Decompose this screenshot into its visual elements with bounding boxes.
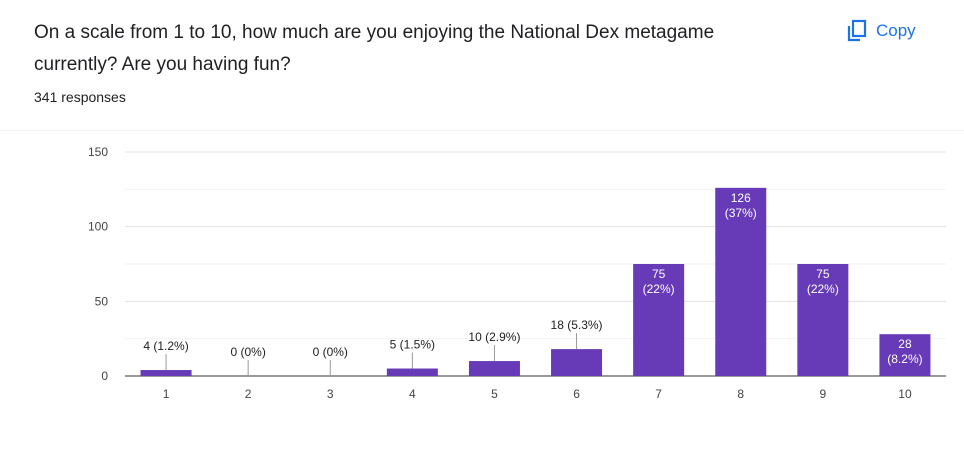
y-tick-label: 150 xyxy=(88,145,108,159)
data-label: 10 (2.9%) xyxy=(468,330,520,344)
data-label: 0 (0%) xyxy=(230,345,265,359)
bar-chart: 0 50 100 150 1 4 (1.2%) 2 0 (0%) 3 0 (0%) 4 5 (1.5%… xyxy=(88,145,946,401)
question-title: On a scale from 1 to 10, how much are yo… xyxy=(34,22,715,75)
response-count: 341 responses xyxy=(34,89,126,105)
bar xyxy=(797,264,849,376)
y-tick-label: 100 xyxy=(88,220,108,234)
chart-area: 0 50 100 150 1 4 (1.2%) 2 0 (0%) 3 0 (0%) 4 5 (1.5%… xyxy=(0,130,964,454)
x-tick-label: 2 xyxy=(245,387,252,401)
x-tick-label: 6 xyxy=(573,387,580,401)
y-tick-label: 50 xyxy=(95,294,109,308)
copy-label: Copy xyxy=(876,21,916,40)
data-label: 126 (37%) xyxy=(725,191,757,220)
data-label: 18 (5.3%) xyxy=(551,318,603,332)
data-label: 4 (1.2%) xyxy=(143,339,188,353)
bar xyxy=(468,361,520,376)
copy-icon xyxy=(846,19,868,43)
bar xyxy=(386,368,438,376)
copy-button[interactable]: Copy xyxy=(840,14,922,48)
data-label: 75 (22%) xyxy=(643,267,675,296)
x-tick-label: 7 xyxy=(655,387,662,401)
bar xyxy=(633,264,685,376)
x-tick-label: 4 xyxy=(409,387,416,401)
data-label: 5 (1.5%) xyxy=(390,338,435,352)
bar xyxy=(551,349,603,376)
data-label: 75 (22%) xyxy=(807,267,839,296)
y-tick-label: 0 xyxy=(101,369,108,383)
x-tick-label: 10 xyxy=(898,387,912,401)
bar xyxy=(715,187,767,376)
x-tick-label: 1 xyxy=(163,387,170,401)
x-tick-label: 9 xyxy=(820,387,827,401)
x-tick-label: 5 xyxy=(491,387,498,401)
x-tick-label: 3 xyxy=(327,387,334,401)
data-label: 28 (8.2%) xyxy=(887,337,922,366)
data-label: 0 (0%) xyxy=(313,345,348,359)
bar xyxy=(140,370,192,376)
bar xyxy=(879,334,931,376)
x-tick-label: 8 xyxy=(737,387,744,401)
